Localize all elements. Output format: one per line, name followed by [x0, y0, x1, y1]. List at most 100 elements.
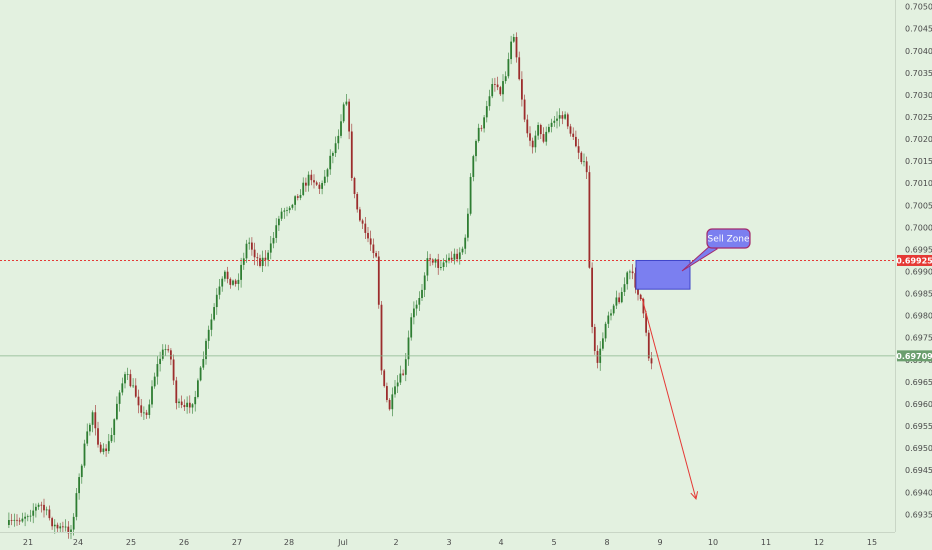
candle: [91, 410, 94, 433]
candle: [548, 123, 550, 134]
x-tick-label: 26: [179, 538, 189, 547]
candle: [593, 323, 596, 355]
candle: [329, 149, 332, 175]
candle: [180, 395, 183, 409]
candle: [124, 371, 126, 389]
candle: [107, 433, 110, 454]
candle: [105, 444, 107, 457]
candle: [302, 177, 305, 197]
candle: [99, 441, 102, 454]
candle: [523, 94, 526, 123]
candle: [121, 377, 124, 396]
candle: [80, 463, 83, 484]
candle: [110, 427, 113, 443]
x-tick-label: 25: [126, 538, 136, 547]
x-tick-label: 3: [446, 538, 451, 547]
candle: [43, 498, 45, 518]
x-tick-label: Jul: [337, 538, 348, 547]
sell-zone-box[interactable]: [635, 259, 691, 290]
candle: [94, 405, 97, 436]
candle: [542, 127, 545, 144]
candles-layer: [8, 32, 653, 540]
candle: [464, 234, 467, 255]
candle: [502, 74, 504, 102]
candle: [337, 129, 340, 150]
candle: [205, 338, 207, 365]
svg-text:0.69925: 0.69925: [896, 256, 932, 265]
candle: [394, 380, 396, 398]
candle: [175, 376, 178, 410]
candle: [32, 503, 35, 524]
candle: [494, 77, 496, 92]
candle: [577, 138, 580, 160]
candle: [172, 354, 175, 386]
candle: [472, 154, 475, 182]
candle: [197, 378, 199, 399]
candle: [359, 206, 361, 222]
x-tick-label: 2: [393, 538, 398, 547]
candle: [299, 189, 302, 201]
candle: [575, 130, 577, 148]
candle: [361, 218, 364, 230]
candle: [35, 503, 37, 518]
candle: [480, 124, 483, 132]
candle: [156, 356, 159, 385]
candle: [499, 85, 502, 97]
candle: [383, 368, 386, 388]
sell-zone-label: Sell Zone: [707, 235, 749, 245]
candle: [364, 216, 367, 240]
candle: [453, 248, 456, 265]
candle: [64, 519, 67, 532]
candle: [37, 502, 40, 510]
projection-arrow: [641, 297, 699, 500]
candle: [585, 156, 588, 179]
candle: [491, 78, 494, 99]
candle: [647, 329, 650, 362]
candle: [315, 180, 318, 186]
candle: [367, 227, 369, 243]
candle: [650, 352, 653, 370]
candle: [118, 390, 121, 412]
candle: [132, 378, 134, 389]
candle: [145, 409, 148, 419]
candle: [313, 174, 315, 189]
candle: [75, 488, 78, 521]
candle: [143, 406, 145, 420]
x-tick-label: 8: [604, 538, 609, 547]
candle: [332, 151, 334, 164]
candle: [407, 330, 410, 366]
candle: [564, 111, 566, 120]
candle: [296, 194, 299, 201]
candle: [450, 251, 453, 263]
candle: [556, 111, 558, 129]
candle: [278, 215, 280, 232]
candle: [305, 177, 307, 192]
candle: [326, 167, 329, 183]
candle: [475, 139, 477, 162]
candle: [634, 267, 637, 294]
candle: [553, 115, 556, 127]
candle: [67, 521, 70, 539]
candle: [510, 35, 512, 65]
candle: [342, 102, 345, 124]
candle: [521, 71, 523, 107]
candle: [426, 251, 429, 282]
sell-zone-callout[interactable]: Sell Zone: [681, 228, 751, 272]
candle: [485, 100, 488, 123]
candle: [59, 522, 62, 533]
x-tick-label: 12: [814, 538, 824, 547]
candle: [113, 418, 116, 443]
candle: [237, 273, 240, 291]
candle: [283, 207, 286, 219]
candle: [402, 369, 404, 377]
